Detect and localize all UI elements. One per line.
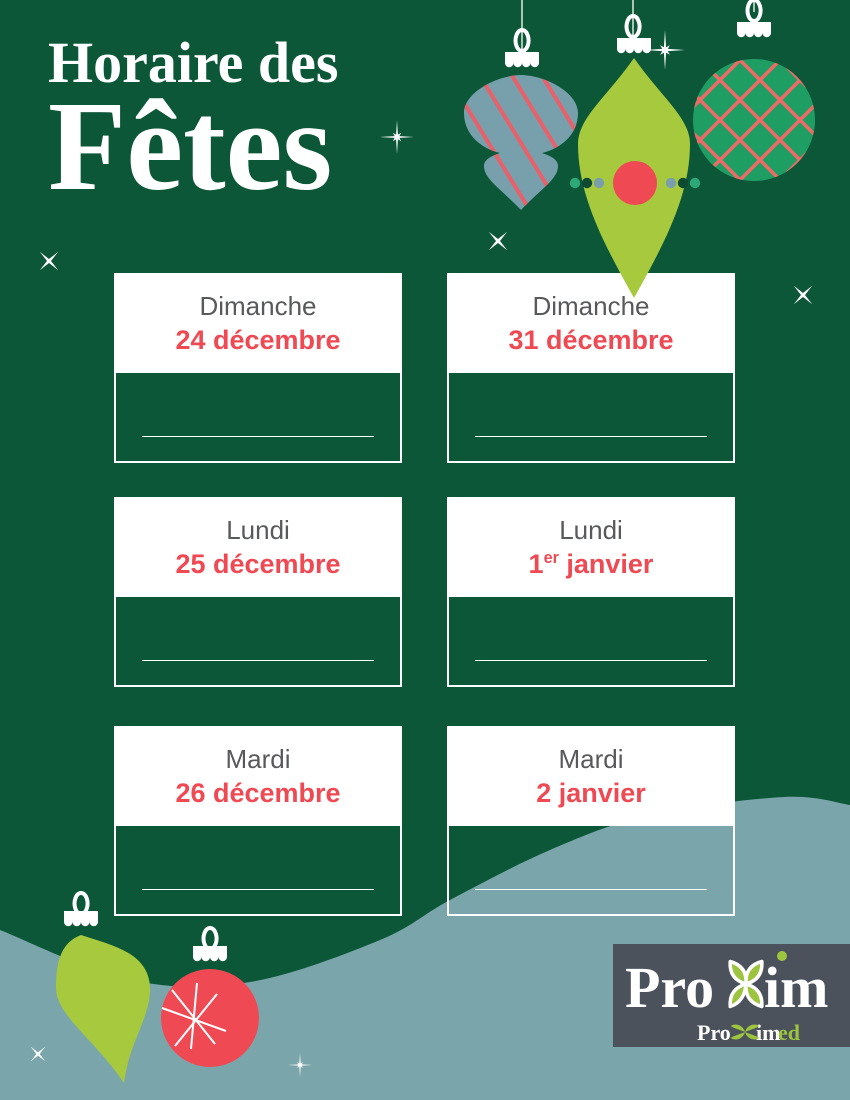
svg-text:ed: ed: [778, 1020, 800, 1045]
svg-text:Pro: Pro: [697, 1020, 731, 1045]
svg-text:im: im: [764, 955, 828, 1020]
svg-text:Pro: Pro: [625, 955, 714, 1020]
svg-text:im: im: [756, 1020, 780, 1045]
